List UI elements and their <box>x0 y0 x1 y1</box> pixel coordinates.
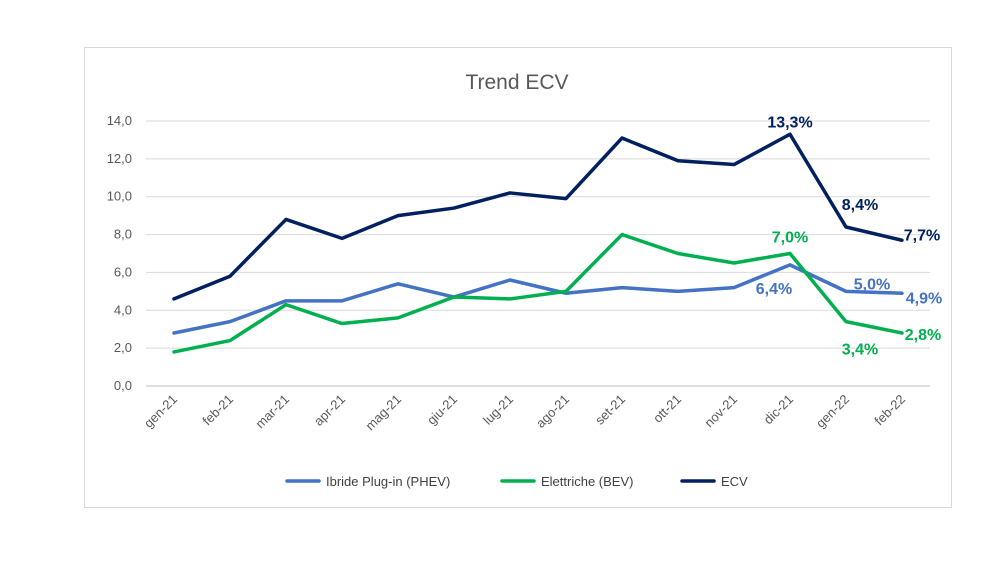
data-label: 4,9% <box>906 290 942 307</box>
x-tick-label: mar-21 <box>252 392 292 432</box>
legend-item-3[interactable]: ECV <box>680 474 748 489</box>
data-label: 13,3% <box>767 114 812 131</box>
series-lines <box>172 132 904 354</box>
x-tick-label: set-21 <box>592 392 628 428</box>
series-line-1 <box>172 263 904 335</box>
x-tick-label: feb-22 <box>871 392 908 429</box>
y-tick-label: 14,0 <box>107 113 132 128</box>
y-tick-label: 4,0 <box>114 302 132 317</box>
y-tick-label: 10,0 <box>107 189 132 204</box>
y-tick-label: 6,0 <box>114 264 132 279</box>
gridlines <box>146 120 930 387</box>
y-tick-label: 12,0 <box>107 151 132 166</box>
legend-label: Elettriche (BEV) <box>541 474 633 489</box>
x-tick-label: gen-21 <box>141 392 180 431</box>
y-tick-label: 8,0 <box>114 227 132 242</box>
y-tick-label: 0,0 <box>114 378 132 393</box>
x-tick-label: dic-21 <box>760 392 796 428</box>
x-tick-label: lug-21 <box>480 392 516 428</box>
data-label: 2,8% <box>905 327 941 344</box>
data-label: 7,7% <box>904 227 940 244</box>
x-tick-label: mag-21 <box>362 392 404 434</box>
data-label: 3,4% <box>842 342 878 359</box>
x-tick-label: giu-21 <box>424 392 460 428</box>
series-line-2 <box>172 232 904 354</box>
series-line-3 <box>172 132 904 301</box>
legend-label: ECV <box>721 474 748 489</box>
chart-title: Trend ECV <box>465 71 568 94</box>
data-label: 7,0% <box>772 230 808 247</box>
x-tick-label: ago-21 <box>533 392 572 431</box>
data-label: 8,4% <box>842 197 878 214</box>
data-label: 5,0% <box>854 276 890 293</box>
y-tick-label: 2,0 <box>114 340 132 355</box>
data-labels: 13,3% 8,4% 7,7% 7,0% 6,4% 5,0% 4,9% 3,4% 2,8% <box>756 114 942 358</box>
x-tick-label: nov-21 <box>701 392 740 431</box>
legend[interactable]: Ibride Plug-in (PHEV) Elettriche (BEV) ECV <box>285 474 748 489</box>
y-axis-ticks: 0,0 2,0 4,0 6,0 8,0 10,0 12,0 14,0 <box>107 113 132 393</box>
x-tick-label: feb-21 <box>199 392 236 429</box>
x-axis-ticks: gen-21 feb-21 mar-21 apr-21 mag-21 giu-21 lug-… <box>141 392 908 434</box>
x-tick-label: ott-21 <box>650 392 684 426</box>
legend-item-1[interactable]: Ibride Plug-in (PHEV) <box>285 474 450 489</box>
x-tick-label: apr-21 <box>311 392 348 429</box>
data-label: 6,4% <box>756 281 792 298</box>
x-tick-label: gen-22 <box>813 392 852 431</box>
legend-label: Ibride Plug-in (PHEV) <box>326 474 450 489</box>
legend-item-2[interactable]: Elettriche (BEV) <box>500 474 633 489</box>
